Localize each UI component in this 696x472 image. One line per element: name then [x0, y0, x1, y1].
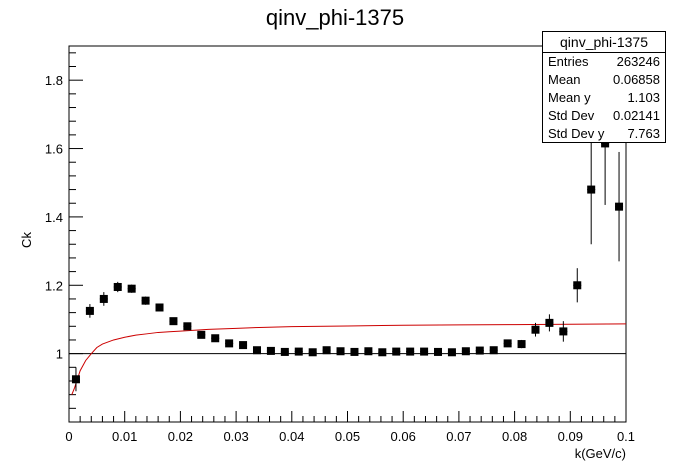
- data-point: [252, 346, 261, 355]
- data-point: [378, 348, 387, 357]
- data-point: [503, 339, 512, 348]
- data-point: [225, 339, 234, 348]
- y-tick-label: 1: [56, 347, 63, 362]
- chart-title: qinv_phi-1375: [266, 5, 404, 30]
- data-point: [294, 347, 303, 356]
- stats-label: Entries: [548, 54, 589, 69]
- data-point: [434, 347, 443, 356]
- data-point: [559, 327, 568, 336]
- data-point: [211, 334, 220, 343]
- x-tick-label: 0.09: [558, 429, 583, 444]
- data-point: [406, 347, 415, 356]
- x-tick-label: 0.08: [502, 429, 527, 444]
- x-tick-label: 0.07: [446, 429, 471, 444]
- data-point: [280, 347, 289, 356]
- stats-label: Mean: [548, 72, 581, 87]
- data-point: [587, 185, 596, 194]
- data-point: [601, 139, 610, 148]
- stats-label: Std Dev: [548, 108, 595, 123]
- stats-row-std-dev: Std Dev 0.02141: [543, 107, 665, 125]
- data-point: [266, 346, 275, 355]
- stats-label: Std Dev y: [548, 126, 605, 141]
- x-tick-label: 0.05: [335, 429, 360, 444]
- stats-title: qinv_phi-1375: [543, 32, 665, 53]
- data-point: [197, 330, 206, 339]
- data-point: [461, 347, 470, 356]
- x-tick-label: 0.03: [223, 429, 248, 444]
- y-tick-label: 1.6: [45, 142, 63, 157]
- stats-value: 0.06858: [613, 72, 660, 87]
- stats-row-mean: Mean 0.06858: [543, 71, 665, 89]
- data-point: [545, 318, 554, 327]
- data-point: [141, 296, 150, 305]
- y-tick-label: 1.4: [45, 210, 63, 225]
- stats-value: 263246: [616, 54, 660, 69]
- data-point: [183, 322, 192, 331]
- data-point: [85, 306, 94, 315]
- data-point: [322, 346, 331, 355]
- data-point: [169, 317, 178, 326]
- x-tick-label: 0.01: [112, 429, 137, 444]
- data-point: [308, 348, 317, 357]
- data-point: [71, 375, 80, 384]
- stats-value: 7.763: [627, 126, 660, 141]
- data-point: [392, 347, 401, 356]
- y-tick-label: 1.2: [45, 278, 63, 293]
- data-point: [113, 282, 122, 291]
- data-point: [127, 284, 136, 293]
- stats-label: Mean y: [548, 90, 591, 105]
- data-point: [336, 347, 345, 356]
- stats-value: 1.103: [627, 90, 660, 105]
- stats-row-mean-y: Mean y 1.103: [543, 89, 665, 107]
- x-tick-label: 0.02: [168, 429, 193, 444]
- x-tick-label: 0.04: [279, 429, 304, 444]
- data-point: [531, 325, 540, 334]
- x-tick-label: 0: [65, 429, 72, 444]
- data-point: [517, 340, 526, 349]
- data-point: [420, 347, 429, 356]
- x-tick-label: 0.1: [617, 429, 635, 444]
- y-tick-label: 1.8: [45, 73, 63, 88]
- stats-value: 0.02141: [613, 108, 660, 123]
- stats-box: qinv_phi-1375 Entries 263246 Mean 0.0685…: [542, 31, 666, 143]
- data-point: [447, 348, 456, 357]
- stats-row-std-dev-y: Std Dev y 7.763: [543, 125, 665, 143]
- x-axis-label: k(GeV/c): [575, 446, 626, 461]
- data-point: [99, 294, 108, 303]
- stats-row-entries: Entries 263246: [543, 53, 665, 71]
- fit-curve: [71, 323, 627, 395]
- data-point: [350, 347, 359, 356]
- x-tick-label: 0.06: [391, 429, 416, 444]
- data-point: [615, 202, 624, 211]
- data-point: [155, 303, 164, 312]
- data-point: [573, 281, 582, 290]
- data-point: [364, 347, 373, 356]
- y-axis-label: Ck: [19, 232, 34, 248]
- data-point: [475, 346, 484, 355]
- data-point: [239, 341, 248, 350]
- data-point: [489, 346, 498, 355]
